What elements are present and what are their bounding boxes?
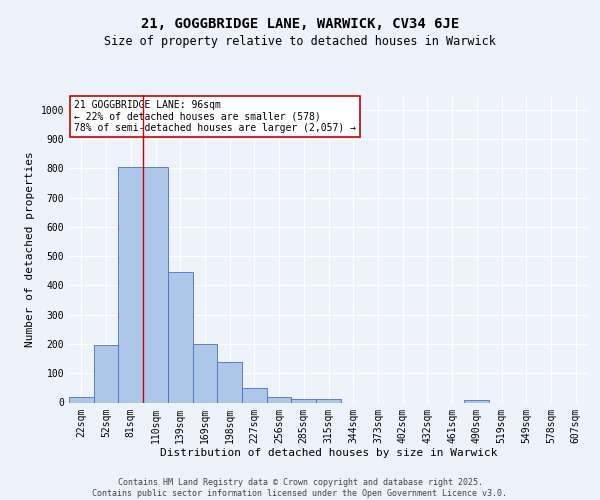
Text: 21, GOGGBRIDGE LANE, WARWICK, CV34 6JE: 21, GOGGBRIDGE LANE, WARWICK, CV34 6JE — [141, 18, 459, 32]
X-axis label: Distribution of detached houses by size in Warwick: Distribution of detached houses by size … — [160, 448, 497, 458]
Bar — [464, 400, 489, 402]
Bar — [143, 167, 168, 402]
Bar — [94, 346, 118, 403]
Text: 21 GOGGBRIDGE LANE: 96sqm
← 22% of detached houses are smaller (578)
78% of semi: 21 GOGGBRIDGE LANE: 96sqm ← 22% of detac… — [74, 100, 356, 133]
Bar — [242, 388, 267, 402]
Text: Size of property relative to detached houses in Warwick: Size of property relative to detached ho… — [104, 35, 496, 48]
Text: Contains HM Land Registry data © Crown copyright and database right 2025.
Contai: Contains HM Land Registry data © Crown c… — [92, 478, 508, 498]
Bar — [69, 396, 94, 402]
Bar — [118, 167, 143, 402]
Bar — [193, 344, 217, 403]
Y-axis label: Number of detached properties: Number of detached properties — [25, 151, 35, 346]
Bar — [168, 272, 193, 402]
Bar — [217, 362, 242, 403]
Bar — [292, 398, 316, 402]
Bar — [267, 397, 292, 402]
Bar — [316, 399, 341, 402]
